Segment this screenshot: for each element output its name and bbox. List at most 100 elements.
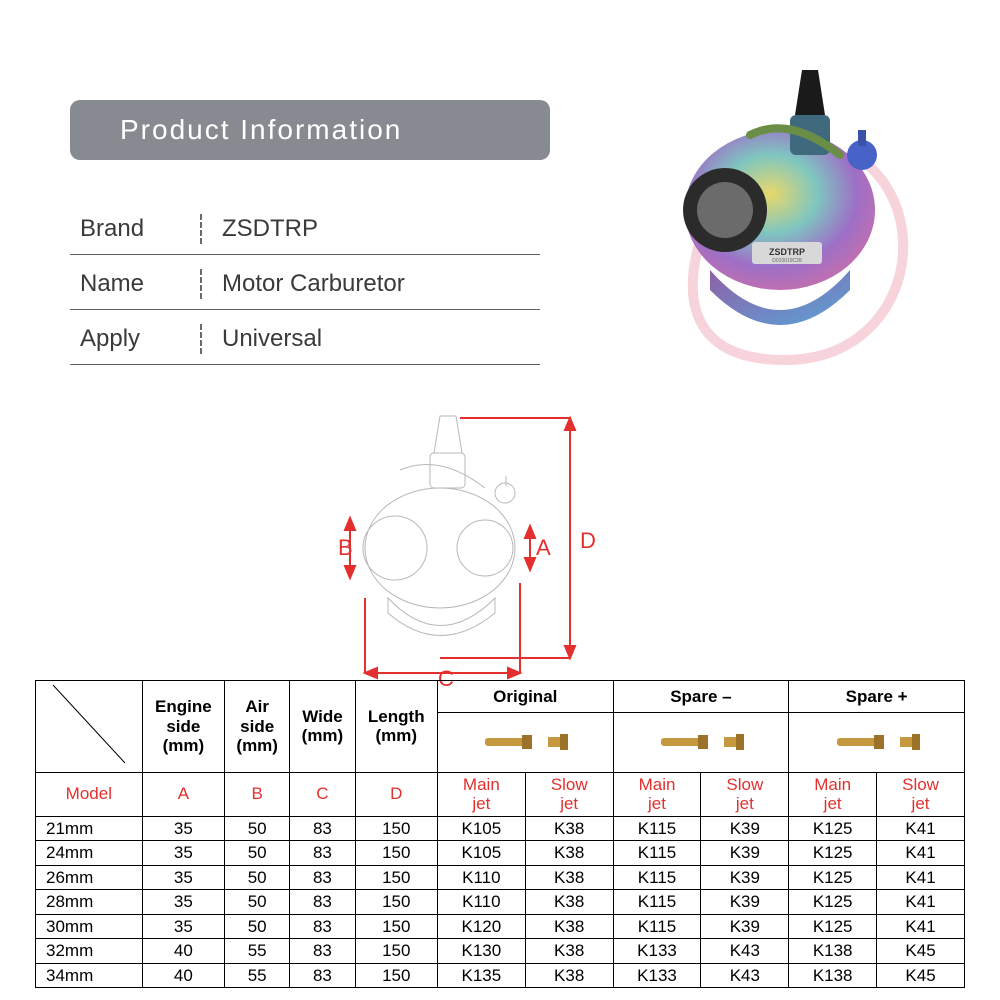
table-cell: 21mm	[36, 816, 143, 841]
table-row: 26mm355083150K110K38K115K39K125K41	[36, 865, 965, 890]
table-cell: K115	[613, 914, 701, 939]
info-row-brand: Brand ZSDTRP	[70, 200, 540, 255]
table-cell: 83	[290, 914, 355, 939]
table-cell: 34mm	[36, 963, 143, 988]
table-cell: K133	[613, 939, 701, 964]
group-original: Original	[437, 681, 613, 713]
table-cell: K39	[701, 841, 789, 866]
table-cell: 35	[142, 816, 224, 841]
table-cell: K125	[789, 890, 877, 915]
table-row: 32mm405583150K130K38K133K43K138K45	[36, 939, 965, 964]
table-cell: K39	[701, 914, 789, 939]
table-cell: K41	[877, 914, 965, 939]
table-cell: 35	[142, 841, 224, 866]
info-row-apply: Apply Universal	[70, 310, 540, 365]
table-cell: 150	[355, 963, 437, 988]
table-cell: 150	[355, 939, 437, 964]
table-cell: K115	[613, 865, 701, 890]
table-row: 21mm355083150K105K38K115K39K125K41	[36, 816, 965, 841]
table-cell: K115	[613, 841, 701, 866]
info-value: Motor Carburetor	[222, 270, 405, 298]
table-cell: K133	[613, 963, 701, 988]
table-cell: 40	[142, 939, 224, 964]
col-model: Model	[36, 772, 143, 816]
table-cell: 32mm	[36, 939, 143, 964]
table-cell: K125	[789, 816, 877, 841]
table-cell: K38	[525, 816, 613, 841]
col-a: A	[142, 772, 224, 816]
table-cell: 50	[225, 841, 290, 866]
table-cell: K110	[437, 890, 525, 915]
table-cell: K41	[877, 816, 965, 841]
table-cell: K115	[613, 890, 701, 915]
table-cell: K38	[525, 939, 613, 964]
table-cell: 50	[225, 816, 290, 841]
col-air: Air side (mm)	[225, 681, 290, 773]
jet-icon	[470, 725, 580, 759]
info-label: Brand	[80, 215, 190, 243]
table-cell: K105	[437, 841, 525, 866]
product-photo: ZSDTRP D010019C28	[640, 60, 930, 380]
table-cell: 28mm	[36, 890, 143, 915]
info-value: Universal	[222, 325, 322, 353]
jet-icon	[646, 725, 756, 759]
spec-table: Engine side (mm) Air side (mm) Wide (mm)…	[35, 680, 965, 988]
col-slowjet: Slowjet	[525, 772, 613, 816]
table-cell: 50	[225, 914, 290, 939]
table-cell: 150	[355, 865, 437, 890]
table-cell: 150	[355, 890, 437, 915]
col-c: C	[290, 772, 355, 816]
dim-label-d: D	[580, 528, 596, 553]
group-spare-plus: Spare +	[789, 681, 965, 713]
table-cell: K43	[701, 963, 789, 988]
info-value: ZSDTRP	[222, 215, 318, 243]
table-cell: 83	[290, 890, 355, 915]
table-cell: K38	[525, 865, 613, 890]
table-cell: 83	[290, 939, 355, 964]
table-cell: K41	[877, 841, 965, 866]
dimension-diagram: B A C D	[280, 398, 680, 688]
col-wide: Wide (mm)	[290, 681, 355, 773]
table-cell: K110	[437, 865, 525, 890]
table-row: 24mm355083150K105K38K115K39K125K41	[36, 841, 965, 866]
group-spare-minus: Spare –	[613, 681, 789, 713]
table-row: 34mm405583150K135K38K133K43K138K45	[36, 963, 965, 988]
col-b: B	[225, 772, 290, 816]
table-cell: 83	[290, 816, 355, 841]
table-header-row-1: Engine side (mm) Air side (mm) Wide (mm)…	[36, 681, 965, 713]
table-cell: 150	[355, 914, 437, 939]
table-cell: K115	[613, 816, 701, 841]
diagonal-icon	[51, 683, 127, 765]
divider	[200, 269, 202, 299]
dim-label-b: B	[338, 535, 353, 560]
table-cell: 35	[142, 890, 224, 915]
col-mainjet: Mainjet	[789, 772, 877, 816]
table-cell: K43	[701, 939, 789, 964]
table-cell: 83	[290, 865, 355, 890]
table-cell: K41	[877, 865, 965, 890]
col-slowjet: Slowjet	[701, 772, 789, 816]
table-cell: 83	[290, 841, 355, 866]
table-cell: K38	[525, 963, 613, 988]
table-cell: 55	[225, 963, 290, 988]
table-cell: K39	[701, 865, 789, 890]
table-cell: K38	[525, 914, 613, 939]
info-label: Apply	[80, 325, 190, 353]
col-engine: Engine side (mm)	[142, 681, 224, 773]
table-cell: 55	[225, 939, 290, 964]
table-cell: K125	[789, 914, 877, 939]
table-cell: 150	[355, 841, 437, 866]
table-cell: K135	[437, 963, 525, 988]
product-brand-label: ZSDTRP	[769, 247, 805, 257]
table-cell: 26mm	[36, 865, 143, 890]
col-slowjet: Slowjet	[877, 772, 965, 816]
table-cell: 30mm	[36, 914, 143, 939]
section-header: Product Information	[70, 100, 550, 160]
divider	[200, 214, 202, 244]
table-cell: 50	[225, 865, 290, 890]
section-header-text: Product Information	[120, 114, 402, 146]
info-label: Name	[80, 270, 190, 298]
table-cell: K130	[437, 939, 525, 964]
table-cell: 150	[355, 816, 437, 841]
dim-label-a: A	[536, 535, 551, 560]
